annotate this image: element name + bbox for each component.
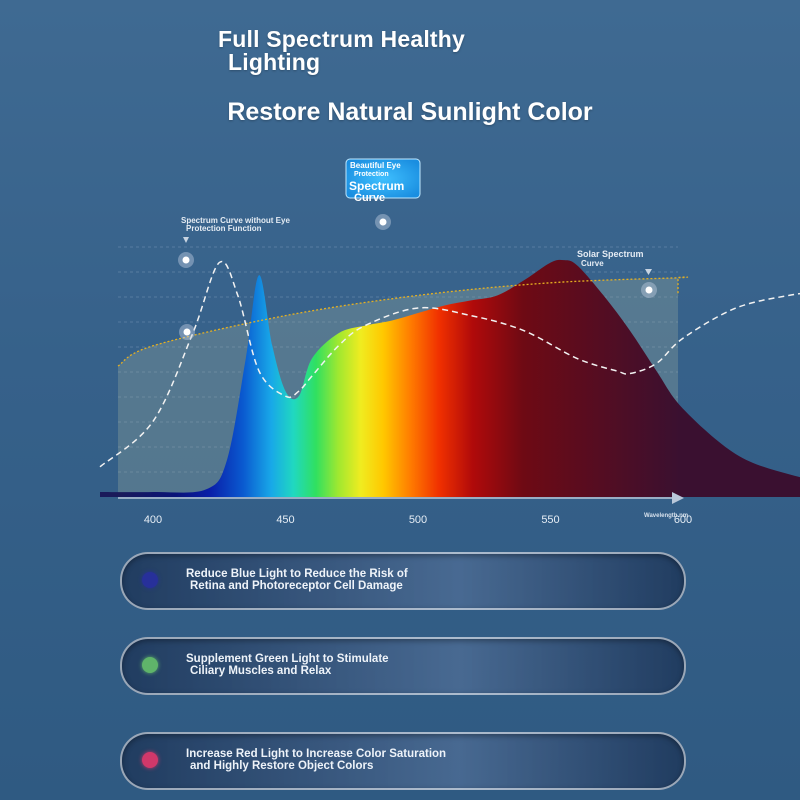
feature-card-green-light: Supplement Green Light to Stimulate Cili…	[120, 637, 686, 695]
feature-line-2: Retina and Photoreceptor Cell Damage	[190, 580, 403, 592]
x-tick-label: 500	[409, 514, 427, 526]
x-tick-label: 600	[674, 514, 692, 526]
title-line-2: Lighting	[228, 49, 321, 75]
annotation-solar: Solar Spectrum Curve	[577, 249, 652, 275]
spectrum-chart: 400450500550600650700750 Beautiful Eye P…	[99, 158, 800, 526]
annotation-marker	[183, 328, 191, 336]
feature-line-2: Ciliary Muscles and Relax	[190, 665, 332, 677]
annotation-eye-protection-box	[345, 158, 421, 199]
feature-line-2: and Highly Restore Object Colors	[190, 760, 374, 772]
feature-text: Supplement Green Light to Stimulate Cili…	[186, 653, 666, 677]
eye-protection-spectrum-area	[100, 259, 800, 497]
title-line-1: Full Spectrum Healthy	[218, 26, 466, 52]
annotation-no-protection: Spectrum Curve without Eye Protection Fu…	[181, 216, 290, 243]
annotation-eye-protection-line3: Spectrum	[349, 179, 404, 193]
page-title: Full Spectrum Healthy Lighting	[218, 28, 548, 74]
x-axis-label: Wavelength nm	[644, 513, 688, 519]
feature-card-red-light: Increase Red Light to Increase Color Sat…	[120, 732, 686, 790]
x-tick-label: 400	[144, 514, 162, 526]
x-tick-label: 450	[276, 514, 294, 526]
feature-line-1: Supplement Green Light to Stimulate	[186, 653, 389, 665]
green-dot-icon	[142, 657, 158, 673]
annotation-no-protection-arrow	[183, 237, 189, 243]
feature-text: Reduce Blue Light to Reduce the Risk of …	[186, 568, 666, 592]
feature-line-1: Increase Red Light to Increase Color Sat…	[186, 748, 447, 760]
x-axis: 400450500550600650700750	[118, 492, 692, 526]
x-tick-label: 550	[541, 514, 559, 526]
annotation-eye-protection-line1: Beautiful Eye	[350, 161, 401, 170]
annotation-marker	[379, 218, 387, 226]
annotation-eye-protection-line2: Protection	[354, 171, 389, 178]
annotation-solar-line1: Solar Spectrum	[577, 249, 644, 259]
annotation-markers	[178, 214, 657, 340]
annotation-eye-protection-line4: Curve	[354, 192, 385, 204]
page-subtitle: Restore Natural Sunlight Color	[227, 98, 593, 126]
axis-label: Wavelength nm	[644, 513, 688, 519]
solar-spectrum-line	[117, 276, 689, 367]
annotation-solar-arrow	[645, 269, 652, 275]
annotation-marker	[645, 286, 653, 294]
no-protection-spectrum-line	[99, 260, 800, 468]
feature-card-blue-light: Reduce Blue Light to Reduce the Risk of …	[120, 552, 686, 610]
annotation-no-protection-line2: Protection Function	[186, 224, 262, 233]
annotation-no-protection-line1: Spectrum Curve without Eye	[181, 216, 290, 225]
annotation-eye-protection: Beautiful Eye Protection Spectrum Curve	[345, 158, 421, 204]
x-axis-arrow	[672, 492, 684, 504]
annotation-solar-line2: Curve	[581, 259, 604, 268]
annotation-marker	[182, 256, 190, 264]
red-dot-icon	[142, 752, 158, 768]
feature-text: Increase Red Light to Increase Color Sat…	[186, 748, 666, 772]
feature-line-1: Reduce Blue Light to Reduce the Risk of	[186, 568, 408, 580]
blue-dot-icon	[142, 572, 158, 588]
